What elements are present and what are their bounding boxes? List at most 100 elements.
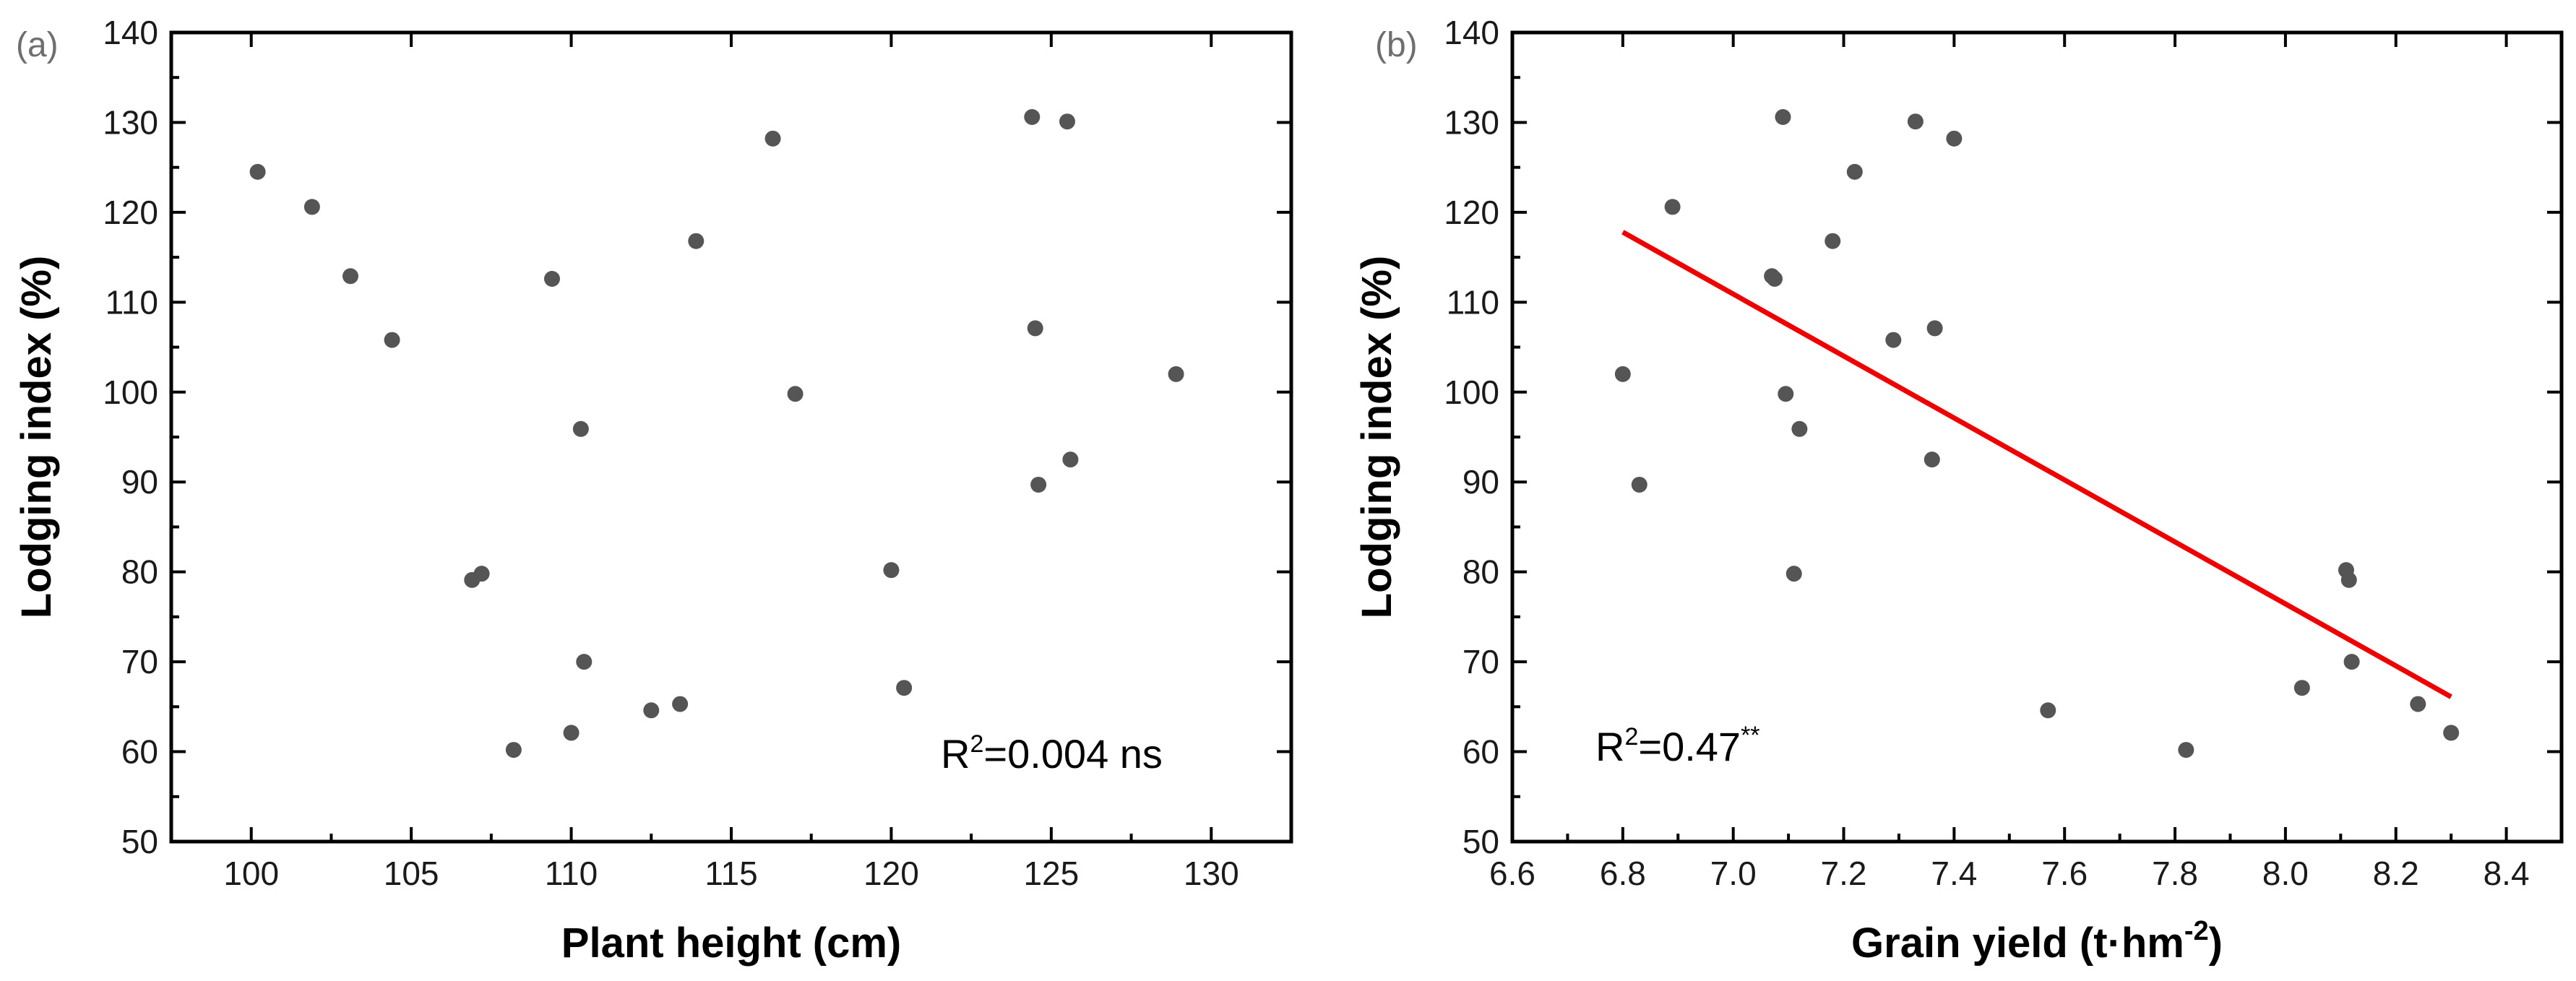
- x-tick-label: 115: [705, 855, 757, 892]
- y-tick-label: 120: [1444, 194, 1499, 231]
- data-point: [576, 654, 593, 670]
- data-point: [505, 742, 522, 759]
- data-point: [563, 725, 580, 741]
- data-point: [1946, 130, 1963, 147]
- y-tick-label: 140: [103, 14, 158, 51]
- data-point: [1631, 476, 1647, 493]
- panel-label: (b): [1375, 26, 1418, 64]
- x-axis-title-sup: -2: [2184, 916, 2209, 946]
- y-tick-label: 100: [103, 373, 158, 411]
- plot-frame: [169, 30, 1293, 844]
- data-point: [2293, 680, 2310, 696]
- x-tick-label: 7.2: [1821, 855, 1867, 892]
- x-tick-label: 100: [223, 855, 279, 892]
- annotation-sup: 2: [970, 730, 983, 758]
- y-tick-label: 90: [1463, 463, 1499, 501]
- data-point: [384, 332, 400, 348]
- y-tick-label: 70: [1463, 643, 1499, 680]
- data-point: [1778, 386, 1794, 402]
- annotation-base: R: [941, 731, 970, 777]
- y-tick-label: 130: [1444, 103, 1499, 141]
- data-point: [2343, 654, 2360, 670]
- data-point: [643, 702, 660, 719]
- x-tick-label: 130: [1184, 855, 1239, 892]
- y-tick-label: 80: [1463, 553, 1499, 591]
- x-tick-label: 8.4: [2484, 855, 2530, 892]
- data-point: [572, 420, 589, 437]
- data-point: [787, 386, 804, 402]
- data-point: [883, 562, 900, 579]
- panel-b: 50 60 70 80 90 100 110 120 130 140 6.6 6.8 7.0 7.2 7.4…: [1353, 14, 2564, 967]
- data-point: [1168, 366, 1184, 382]
- x-tick-label: 7.8: [2152, 855, 2198, 892]
- data-point: [1767, 270, 1783, 287]
- data-point: [1791, 420, 1808, 437]
- y-axis-title: Lodging index (%): [13, 256, 60, 619]
- y-tick-label: 50: [1463, 823, 1499, 860]
- x-tick-label: 105: [384, 855, 439, 892]
- regression-line: [1621, 230, 2452, 699]
- r-squared-annotation: R2=0.47**: [1595, 722, 1760, 769]
- data-point: [2178, 742, 2194, 759]
- y-tick-label: 110: [1447, 283, 1499, 321]
- x-axis-title: Plant height (cm): [561, 920, 901, 967]
- r-squared-annotation: R2=0.004 ns: [941, 730, 1163, 777]
- x-tick-label: 120: [863, 855, 919, 892]
- y-tick-label: 90: [121, 463, 158, 501]
- data-point: [544, 270, 560, 287]
- data-point: [249, 163, 266, 180]
- data-point: [1059, 113, 1075, 130]
- x-tick-label: 125: [1023, 855, 1079, 892]
- annotation-value: =0.004 ns: [983, 731, 1163, 777]
- data-point: [1027, 320, 1043, 337]
- annotation-value: =0.47: [1638, 724, 1741, 769]
- x-tick-label: 6.6: [1489, 855, 1535, 892]
- y-tick-label: 130: [103, 103, 158, 141]
- data-point: [2443, 725, 2460, 741]
- plot-frame: [1510, 30, 2564, 844]
- y-tick-label: 100: [1444, 373, 1499, 411]
- data-point: [672, 696, 689, 712]
- data-point: [343, 268, 358, 285]
- data-point: [1614, 366, 1631, 382]
- y-tick-label: 120: [103, 194, 158, 231]
- data-point: [1024, 108, 1041, 125]
- data-point: [303, 199, 320, 215]
- x-tick-label: 7.4: [1931, 855, 1977, 892]
- data-point: [896, 680, 913, 696]
- x-axis-title: Grain yield (t·hm-2): [1851, 916, 2223, 967]
- x-tick-label: 7.6: [2041, 855, 2088, 892]
- data-point: [1885, 332, 1902, 348]
- data-point: [2340, 571, 2357, 588]
- x-tick-label: 8.0: [2262, 855, 2309, 892]
- data-point: [2040, 702, 2056, 719]
- y-tick-label: 110: [105, 283, 158, 321]
- data-point: [1907, 113, 1924, 130]
- y-tick-label: 70: [121, 643, 158, 680]
- x-tick-label: 6.8: [1600, 855, 1646, 892]
- annotation-significance: **: [1741, 722, 1759, 749]
- data-point: [2410, 696, 2426, 712]
- data-point: [1030, 476, 1047, 493]
- y-tick-label: 60: [121, 733, 158, 771]
- annotation-sup: 2: [1624, 723, 1638, 751]
- y-tick-label: 140: [1444, 14, 1499, 51]
- data-point: [1664, 199, 1681, 215]
- panel-label: (a): [16, 26, 59, 64]
- data-point: [1785, 566, 1802, 582]
- x-axis-title-main: Grain yield (t·hm: [1851, 920, 2184, 967]
- data-point: [473, 566, 490, 582]
- data-point: [1924, 451, 1940, 468]
- data-point: [1926, 320, 1943, 337]
- y-axis-title: Lodging index (%): [1353, 256, 1400, 619]
- data-point: [1775, 108, 1791, 125]
- x-tick-label: 7.0: [1710, 855, 1757, 892]
- panel-a: 50 60 70 80 90 100 110 120 130 140 100 105 110 115 120…: [13, 14, 1293, 967]
- data-point: [1062, 451, 1079, 468]
- data-point: [764, 130, 781, 147]
- x-tick-label: 8.2: [2373, 855, 2419, 892]
- x-axis-title-end: ): [2209, 920, 2223, 967]
- y-tick-label: 60: [1463, 733, 1499, 771]
- annotation-base: R: [1595, 724, 1624, 769]
- data-point: [1825, 233, 1841, 249]
